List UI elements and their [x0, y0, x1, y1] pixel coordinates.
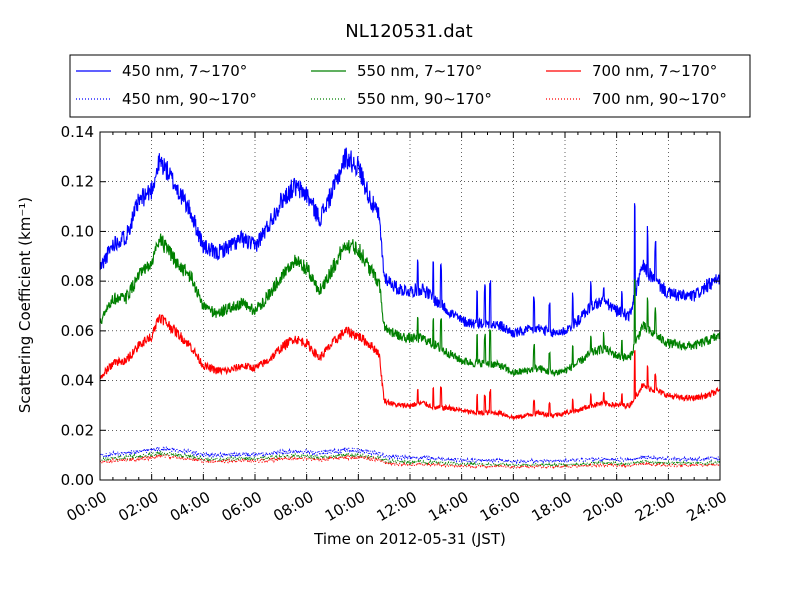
x-tick-label: 14:00 [425, 488, 471, 525]
x-tick-label: 22:00 [632, 488, 678, 525]
grid [100, 132, 720, 480]
series-line-2 [99, 233, 721, 377]
series-line-3 [99, 314, 721, 421]
x-tick-label: 06:00 [219, 488, 265, 525]
y-tick-label: 0.06 [61, 322, 94, 340]
y-tick-label: 0.04 [61, 372, 94, 390]
series-layer [99, 147, 721, 470]
legend-label-1: 450 nm, 7∼170° [122, 62, 247, 80]
chart-title: NL120531.dat [345, 21, 472, 42]
legend-label-4: 450 nm, 90∼170° [122, 90, 257, 108]
series-line-1 [99, 147, 721, 338]
x-tick-label: 10:00 [322, 488, 368, 525]
x-tick-label: 20:00 [580, 488, 626, 525]
x-axis-label: Time on 2012-05-31 (JST) [313, 530, 506, 548]
y-tick-label: 0.02 [61, 421, 94, 439]
legend: 450 nm, 7∼170° 550 nm, 7∼170° 700 nm, 7∼17… [69, 54, 751, 118]
y-tick-label: 0.14 [61, 123, 94, 141]
x-tick-label: 08:00 [270, 488, 316, 525]
x-tick-label: 16:00 [477, 488, 523, 525]
legend-label-2: 550 nm, 7∼170° [357, 62, 482, 80]
x-tick-label: 18:00 [529, 488, 575, 525]
y-tick-label: 0.08 [61, 272, 94, 290]
legend-label-5: 550 nm, 90∼170° [357, 90, 492, 108]
y-tick-label: 0.10 [61, 222, 94, 240]
x-tick-label: 02:00 [115, 488, 161, 525]
y-tick-label: 0.12 [61, 173, 94, 191]
series-line-4 [99, 445, 721, 465]
y-axis-label: Scattering Coefficient (km⁻¹) [16, 197, 34, 413]
y-tick-label: 0.00 [61, 471, 94, 489]
x-tick-label: 24:00 [684, 488, 730, 525]
legend-box [69, 54, 751, 118]
legend-label-6: 700 nm, 90∼170° [592, 90, 727, 108]
x-tick-label: 00:00 [64, 488, 110, 525]
legend-label-3: 700 nm, 7∼170° [592, 62, 717, 80]
series-line-5 [99, 450, 721, 469]
series-line-6 [99, 453, 721, 470]
x-tick-label: 04:00 [167, 488, 213, 525]
x-tick-label: 12:00 [374, 488, 420, 525]
